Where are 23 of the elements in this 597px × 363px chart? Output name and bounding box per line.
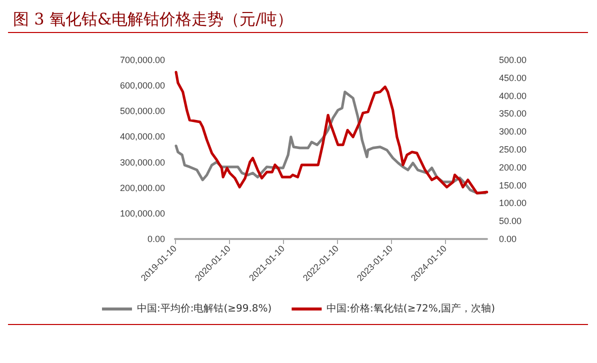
y-tick-label: 400,000.00 <box>120 132 165 142</box>
y-tick-label: 500,000.00 <box>120 106 165 116</box>
y2-tick-label: 500.00 <box>499 55 527 65</box>
legend-label: 中国:价格:氧化钴(≥72%,国产，次轴) <box>326 302 496 314</box>
y2-tick-label: 300.00 <box>499 126 527 137</box>
y2-tick-label: 200.00 <box>499 162 527 172</box>
line-series <box>174 70 488 194</box>
y-tick-label: 700,000.00 <box>120 55 165 65</box>
y-tick-label: 300,000.00 <box>120 157 165 168</box>
y-tick-label: 0.00 <box>147 234 165 244</box>
y2-tick-label: 100.00 <box>499 198 527 208</box>
y2-tick-label: 50.00 <box>499 216 522 226</box>
y2-tick-label: 250.00 <box>499 144 527 154</box>
legend-label: 中国:平均价:电解钴(≥99.8%) <box>136 302 272 314</box>
y-tick-label: 100,000.00 <box>120 208 165 218</box>
y2-tick-label: 450.00 <box>499 72 527 83</box>
y2-tick-label: 0.00 <box>499 234 517 244</box>
y2-tick-label: 400.00 <box>499 90 527 101</box>
chart-title: 图 3 氧化钴&电解钴价格走势（元/吨） <box>13 10 293 28</box>
y-tick-label: 600,000.00 <box>120 80 165 91</box>
y-tick-label: 200,000.00 <box>120 182 165 193</box>
y2-tick-label: 150.00 <box>499 180 527 190</box>
y2-tick-label: 350.00 <box>499 108 527 119</box>
